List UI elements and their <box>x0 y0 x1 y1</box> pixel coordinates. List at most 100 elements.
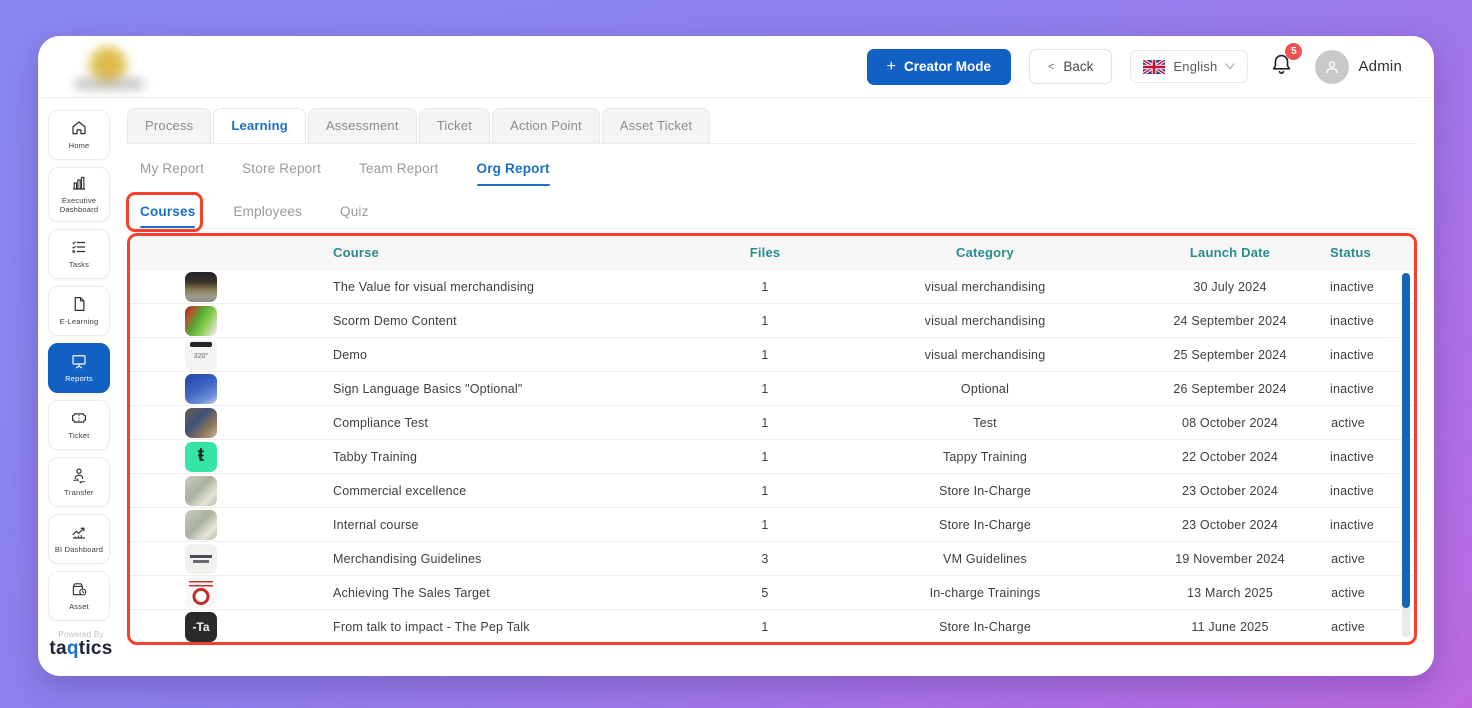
table-row[interactable]: Compliance Test 1 Test 08 October 2024 a… <box>130 406 1414 440</box>
sidebar-item-bi-dashboard[interactable]: BI Dashboard <box>48 513 110 564</box>
course-title: Compliance Test <box>333 415 429 430</box>
table-row[interactable]: Scorm Demo Content 1 visual merchandisin… <box>130 304 1414 338</box>
table-row[interactable]: ŧ Tabby Training 1 Tappy Training 22 Oct… <box>130 440 1414 474</box>
course-thumbnail: 320° <box>185 339 217 370</box>
app-window: + Creator Mode < Back English <box>38 36 1434 676</box>
tab-assessment[interactable]: Assessment <box>307 108 417 143</box>
taqtics-logo: taqtics <box>49 637 113 659</box>
tab-my-report[interactable]: My Report <box>140 161 205 176</box>
course-title: Demo <box>333 347 368 362</box>
tab-process[interactable]: Process <box>127 108 212 143</box>
sidebar-item-label: Transfer <box>64 488 94 498</box>
tab-team-report[interactable]: Team Report <box>359 161 439 176</box>
notifications-button[interactable]: 5 <box>1270 43 1303 81</box>
report-tab-bar: My Report Store Report Team Report Org R… <box>127 144 1417 186</box>
course-thumbnail <box>185 509 217 540</box>
category: visual merchandising <box>924 313 1046 328</box>
course-title: Internal course <box>333 517 419 532</box>
tab-asset-ticket[interactable]: Asset Ticket <box>601 108 711 143</box>
table-row[interactable]: -Ta From talk to impact - The Pep Talk 1… <box>130 610 1414 642</box>
trend-chart-icon <box>72 527 85 539</box>
sidebar-item-label: Ticket <box>68 431 90 441</box>
status: active <box>1331 551 1365 566</box>
table-row[interactable]: Achieving The Sales Target 5 In-charge T… <box>130 576 1414 610</box>
files-count: 1 <box>761 517 769 532</box>
category: Tappy Training <box>942 449 1028 464</box>
uk-flag-icon <box>1143 59 1166 74</box>
column-header-launch-date: Launch Date <box>1189 245 1271 260</box>
tab-quiz[interactable]: Quiz <box>340 204 369 219</box>
user-menu[interactable]: Admin <box>1315 49 1402 84</box>
notification-badge: 5 <box>1285 43 1303 60</box>
category: Test <box>973 415 997 430</box>
bar-chart-icon <box>73 176 85 190</box>
sidebar-item-ticket[interactable]: Ticket <box>48 399 110 450</box>
tab-store-report[interactable]: Store Report <box>242 161 322 176</box>
tab-action-point[interactable]: Action Point <box>492 108 600 143</box>
sidebar-item-label: E-Learning <box>59 317 99 327</box>
tab-ticket[interactable]: Ticket <box>418 108 491 143</box>
status: inactive <box>1330 279 1374 294</box>
transfer-person-icon <box>73 468 85 484</box>
creator-mode-button[interactable]: + Creator Mode <box>866 48 1011 85</box>
language-selector[interactable]: English <box>1130 50 1249 83</box>
sidebar-item-reports[interactable]: Reports <box>48 342 110 393</box>
sidebar-item-tasks[interactable]: Tasks <box>48 228 110 279</box>
tab-learning[interactable]: Learning <box>213 108 306 143</box>
launch-date: 22 October 2024 <box>1181 449 1279 464</box>
ticket-icon <box>72 413 86 423</box>
files-count: 1 <box>761 347 769 362</box>
status: active <box>1331 619 1365 634</box>
launch-date: 11 June 2025 <box>1191 619 1269 634</box>
course-thumbnail <box>185 475 217 506</box>
tab-courses[interactable]: Courses <box>140 204 196 228</box>
sidebar-item-label: BI Dashboard <box>54 545 104 555</box>
scrollbar-thumb[interactable] <box>1402 273 1410 608</box>
course-title: From talk to impact - The Pep Talk <box>333 619 530 634</box>
course-title: Commercial excellence <box>333 483 467 498</box>
table-header-row: Course Files Category Launch Date Status <box>130 236 1414 270</box>
tab-employees[interactable]: Employees <box>233 204 303 219</box>
thumbnail-label: ŧ <box>197 445 205 466</box>
files-count: 3 <box>761 551 769 566</box>
status: active <box>1331 415 1365 430</box>
table-row[interactable]: Internal course 1 Store In-Charge 23 Oct… <box>130 508 1414 542</box>
primary-tab-bar: Process Learning Assessment Ticket Actio… <box>127 108 1417 144</box>
sidebar-item-label: Asset <box>69 602 89 612</box>
course-thumbnail <box>185 373 217 404</box>
files-count: 1 <box>761 313 769 328</box>
sidebar: Home Executive Dashboard Tasks <box>38 98 127 676</box>
category: Store In-Charge <box>939 517 1031 532</box>
column-header-files: Files <box>749 245 781 260</box>
category: VM Guidelines <box>943 551 1027 566</box>
launch-date: 19 November 2024 <box>1175 551 1285 566</box>
status: inactive <box>1330 381 1374 396</box>
category: Store In-Charge <box>939 619 1031 634</box>
table-row[interactable]: Commercial excellence 1 Store In-Charge … <box>130 474 1414 508</box>
document-icon <box>74 297 85 312</box>
files-count: 1 <box>761 415 769 430</box>
sidebar-item-executive-dashboard[interactable]: Executive Dashboard <box>48 167 110 222</box>
asset-box-icon <box>72 583 87 596</box>
vertical-scrollbar[interactable] <box>1402 273 1410 637</box>
plus-icon: + <box>886 57 896 75</box>
course-thumbnail <box>185 271 217 302</box>
home-icon <box>72 121 86 135</box>
top-bar: + Creator Mode < Back English <box>38 36 1434 98</box>
back-button[interactable]: < Back <box>1028 49 1113 84</box>
sidebar-item-e-learning[interactable]: E-Learning <box>48 285 110 336</box>
status: active <box>1331 585 1365 600</box>
presentation-icon <box>72 355 86 369</box>
table-row[interactable]: 320° Demo 1 visual merchandising 25 Sept… <box>130 338 1414 372</box>
table-row[interactable]: Sign Language Basics "Optional" 1 Option… <box>130 372 1414 406</box>
table-row[interactable]: The Value for visual merchandising 1 vis… <box>130 270 1414 304</box>
course-title: The Value for visual merchandising <box>333 279 535 294</box>
sidebar-item-home[interactable]: Home <box>48 110 110 160</box>
sidebar-item-asset[interactable]: Asset <box>48 570 110 621</box>
table-row[interactable]: Merchandising Guidelines 3 VM Guidelines… <box>130 542 1414 576</box>
tab-org-report[interactable]: Org Report <box>476 161 551 186</box>
sidebar-item-transfer[interactable]: Transfer <box>48 456 110 507</box>
course-thumbnail: -Ta <box>185 611 217 642</box>
chevron-down-icon <box>1225 63 1236 70</box>
launch-date: 23 October 2024 <box>1181 483 1279 498</box>
